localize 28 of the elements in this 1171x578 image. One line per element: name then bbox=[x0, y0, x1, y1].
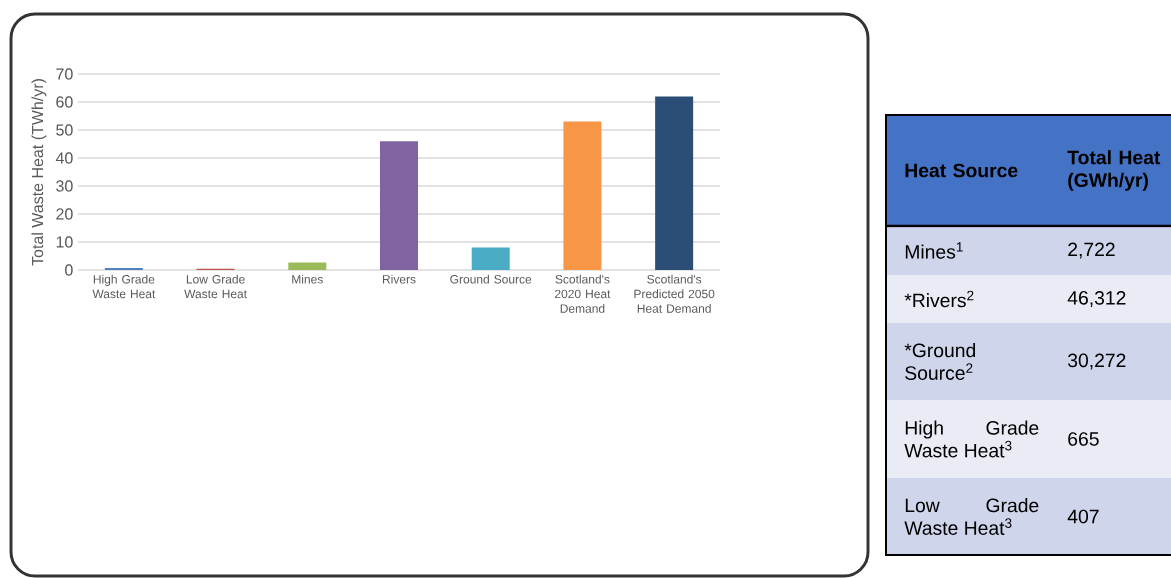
y-tick-label: 40 bbox=[55, 152, 73, 164]
x-tick-label: Rivers bbox=[382, 274, 416, 284]
y-tick-label: 30 bbox=[56, 180, 73, 192]
y-tick-label: 50 bbox=[56, 124, 73, 136]
y-axis-title: Total Waste Heat (TWh/yr) bbox=[31, 79, 47, 266]
text: Mines$^{1}$ bbox=[905, 242, 963, 259]
text: Low Grade Waste Heat$^{3}$ bbox=[904, 498, 1039, 535]
y-tick-label: 20 bbox=[56, 208, 73, 220]
text: 30,272 bbox=[1068, 353, 1126, 370]
text: 665 bbox=[1068, 432, 1099, 446]
x-tick-label: Scotland's Predicted 2050 Heat Demand bbox=[634, 274, 715, 313]
y-tick-label: 70 bbox=[56, 68, 73, 80]
x-tick-label: Mines bbox=[292, 274, 323, 284]
text: 2,722 bbox=[1068, 242, 1115, 259]
x-tick-label: High Grade Waste Heat bbox=[92, 274, 156, 299]
x-tick-label: Scotland's 2020 Heat Demand bbox=[555, 274, 611, 313]
text: Heat Source bbox=[905, 163, 1018, 178]
x-tick-label: Ground Source bbox=[450, 274, 532, 284]
text: Total Heat (GWh/yr) bbox=[1067, 150, 1161, 191]
y-tick-label: 10 bbox=[56, 236, 73, 248]
text: *Ground Source$^{2}$ bbox=[904, 343, 976, 380]
text: 407 bbox=[1067, 509, 1099, 524]
text: 46,312 bbox=[1067, 290, 1126, 307]
y-tick-label: 60 bbox=[56, 96, 73, 108]
x-tick-label: Low Grade Waste Heat bbox=[184, 274, 247, 299]
text: *Rivers$^{2}$ bbox=[904, 290, 974, 308]
text: High Grade Waste Heat$^{3}$ bbox=[904, 420, 1039, 458]
y-tick-label: 0 bbox=[65, 264, 73, 276]
